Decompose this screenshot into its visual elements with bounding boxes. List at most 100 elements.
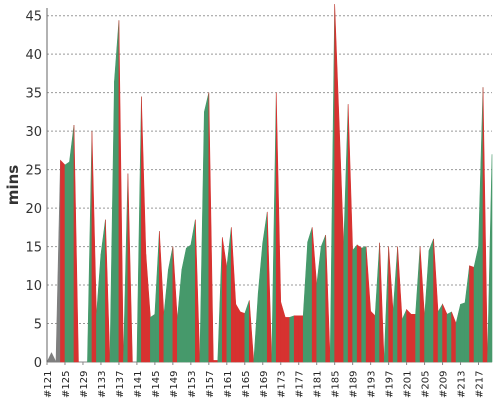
- y-tick-label: 25: [25, 164, 42, 179]
- y-tick-label: 45: [25, 10, 42, 25]
- x-tick-label: #125: [61, 371, 72, 398]
- area-segment: [374, 242, 380, 363]
- area-segment: [464, 265, 470, 363]
- area-segment: [451, 311, 457, 363]
- x-tick-label: #217: [475, 371, 486, 398]
- y-tick-label: 30: [25, 125, 42, 140]
- area-segment: [145, 254, 151, 363]
- area-segment: [172, 246, 178, 363]
- area-segment: [186, 244, 192, 363]
- area-segment: [226, 227, 232, 363]
- area-segment: [213, 360, 219, 363]
- area-segment: [338, 123, 344, 363]
- area-segment: [383, 246, 389, 363]
- x-tick-label: #169: [259, 371, 270, 398]
- area-segment: [51, 352, 57, 363]
- x-tick-label: #145: [151, 371, 162, 398]
- area-segment: [262, 211, 268, 363]
- area-segment: [478, 87, 484, 363]
- area-segment: [257, 242, 264, 363]
- x-tick-label: #149: [169, 371, 180, 398]
- area-segment: [118, 20, 124, 363]
- area-segment: [123, 173, 129, 363]
- area-segment: [105, 219, 111, 363]
- y-tick-label: 15: [25, 241, 42, 256]
- x-tick-label: #137: [115, 371, 126, 398]
- y-tick-label: 0: [34, 356, 42, 371]
- area-segment: [271, 92, 277, 363]
- x-tick-label: #121: [43, 371, 54, 398]
- area-segment: [127, 173, 133, 363]
- area-segment: [473, 246, 479, 363]
- area-segment: [487, 154, 493, 363]
- area-segment: [235, 303, 241, 363]
- area-segment: [316, 246, 322, 363]
- area-segment: [352, 244, 358, 363]
- area-segment: [69, 124, 75, 363]
- x-tick-label: #205: [421, 371, 432, 398]
- area-segment: [325, 235, 331, 363]
- area-segment: [455, 304, 461, 363]
- area-segment: [275, 92, 282, 363]
- data-areas: [46, 4, 493, 363]
- x-tick-label: #157: [205, 371, 216, 398]
- x-tick-label: #189: [349, 371, 360, 398]
- area-segment: [379, 242, 385, 363]
- area-segment: [60, 159, 66, 363]
- area-segment: [239, 311, 246, 363]
- area-segment: [55, 160, 61, 363]
- area-segment: [401, 309, 407, 363]
- area-segment: [320, 234, 326, 363]
- area-segment: [293, 315, 300, 363]
- area-segment: [222, 237, 228, 363]
- area-segment: [442, 304, 448, 363]
- area-segment: [289, 315, 295, 363]
- x-tick-label: #165: [241, 371, 252, 398]
- x-tick-label: #173: [277, 371, 288, 398]
- y-axis: 0 5 10 15 20 25 30 35 40 45: [25, 8, 48, 371]
- x-tick-label: #185: [331, 371, 342, 398]
- area-segment: [329, 4, 335, 363]
- y-tick-label: 10: [25, 279, 42, 294]
- area-segment: [141, 96, 147, 363]
- area-segment: [163, 269, 169, 363]
- area-segment: [298, 315, 304, 363]
- area-segment: [365, 246, 371, 363]
- area-segment: [356, 244, 362, 363]
- area-segment: [406, 308, 412, 363]
- area-segment: [343, 104, 349, 363]
- area-segment: [159, 231, 165, 363]
- area-segment: [460, 302, 466, 363]
- area-segment: [433, 238, 439, 363]
- x-tick-label: #129: [79, 371, 90, 398]
- area-segment: [114, 20, 120, 363]
- area-segment: [253, 292, 259, 363]
- x-axis: #121 #125 #129 #133 #137 #141 #145 #149 #153 #157…: [43, 362, 486, 398]
- area-segment: [284, 317, 291, 363]
- area-segment: [437, 303, 443, 363]
- area-segment: [154, 231, 160, 363]
- area-segment: [73, 124, 79, 363]
- area-segment: [177, 269, 183, 363]
- area-segment: [96, 254, 102, 363]
- y-tick-label: 5: [34, 318, 42, 333]
- area-segment: [424, 250, 430, 363]
- area-segment: [361, 246, 367, 363]
- area-segment: [280, 301, 286, 363]
- area-segment: [397, 246, 403, 363]
- x-tick-label: #181: [313, 371, 324, 398]
- area-segment: [482, 87, 488, 363]
- area-segment: [150, 313, 156, 363]
- x-tick-label: #193: [367, 371, 378, 398]
- area-segment: [370, 310, 376, 363]
- area-segment: [168, 246, 174, 363]
- area-segment: [199, 111, 205, 363]
- area-segment: [109, 81, 115, 363]
- area-segment: [204, 92, 210, 363]
- area-segment: [195, 219, 201, 363]
- area-segment: [410, 313, 416, 363]
- x-tick-label: #161: [223, 371, 234, 398]
- x-tick-label: #141: [133, 371, 144, 398]
- area-segment: [64, 161, 70, 363]
